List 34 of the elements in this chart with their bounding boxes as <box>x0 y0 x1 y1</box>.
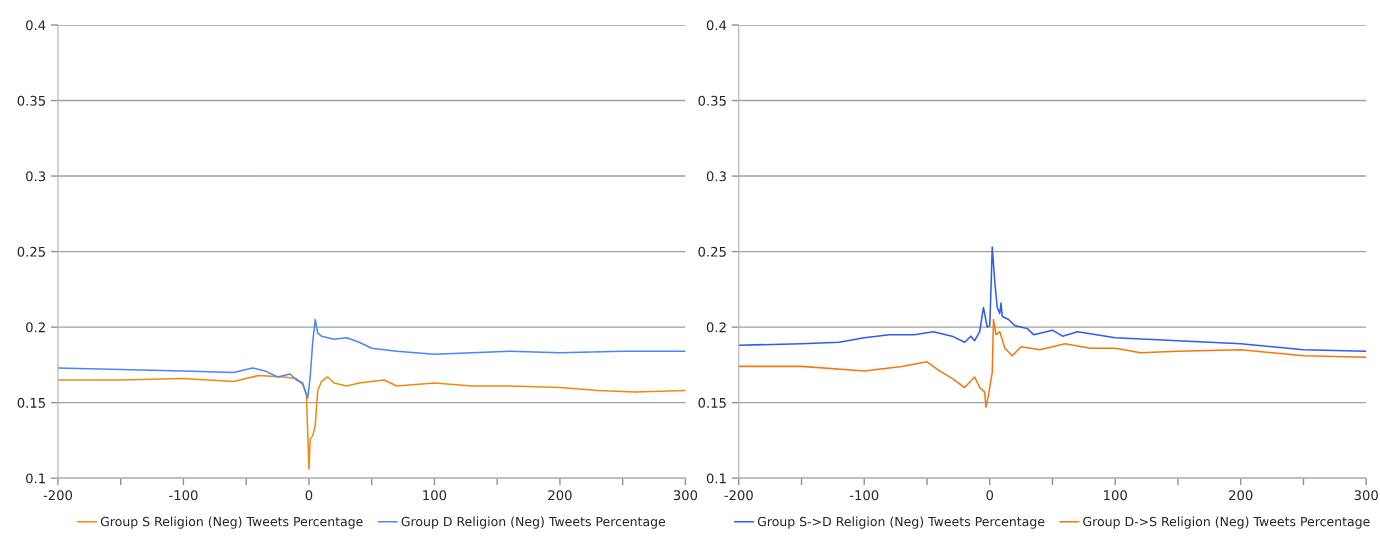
y-tick-label: 0.4 <box>26 20 46 31</box>
x-tick-label: -100 <box>849 490 879 501</box>
y-tick-label: 0.25 <box>17 246 45 257</box>
y-tick-label: 0.4 <box>706 20 727 31</box>
y-tick-label: 0.35 <box>17 95 45 106</box>
x-tick-label: -200 <box>724 490 753 501</box>
legend-label: Group S->D Religion (Neg) Tweets Percentage <box>757 516 1045 529</box>
x-tick-label: 200 <box>1229 490 1253 501</box>
y-tick-label: 0.1 <box>26 473 45 484</box>
y-tick-label: 0.2 <box>706 322 726 333</box>
legend-label: Group D->S Religion (Neg) Tweets Percentage <box>1083 516 1370 529</box>
line-series <box>57 374 686 470</box>
x-tick-label: 300 <box>673 490 698 501</box>
line-series <box>738 318 1367 408</box>
x-tick-label: 0 <box>305 490 313 501</box>
legend-label: Group S Religion (Neg) Tweets Percentage <box>100 516 363 529</box>
y-tick-label: 0.1 <box>706 473 726 484</box>
legend-label: Group D Religion (Neg) Tweets Percentage <box>401 516 666 529</box>
x-tick-label: 100 <box>1104 490 1127 501</box>
y-tick-label: 0.2 <box>26 322 45 333</box>
y-tick-label: 0.3 <box>26 171 46 182</box>
y-tick-label: 0.25 <box>698 246 726 257</box>
x-tick-label: -200 <box>43 490 73 501</box>
x-tick-label: 100 <box>423 490 447 501</box>
x-tick-label: -100 <box>169 490 198 501</box>
x-tick-label: 0 <box>986 490 994 501</box>
line-series <box>738 246 1367 353</box>
x-tick-label: 200 <box>548 490 572 501</box>
line-series <box>57 318 686 399</box>
y-tick-label: 0.3 <box>706 171 726 182</box>
y-tick-label: 0.15 <box>698 397 726 408</box>
y-tick-label: 0.35 <box>698 95 726 106</box>
x-tick-label: 300 <box>1354 490 1378 501</box>
y-tick-label: 0.15 <box>17 397 45 408</box>
